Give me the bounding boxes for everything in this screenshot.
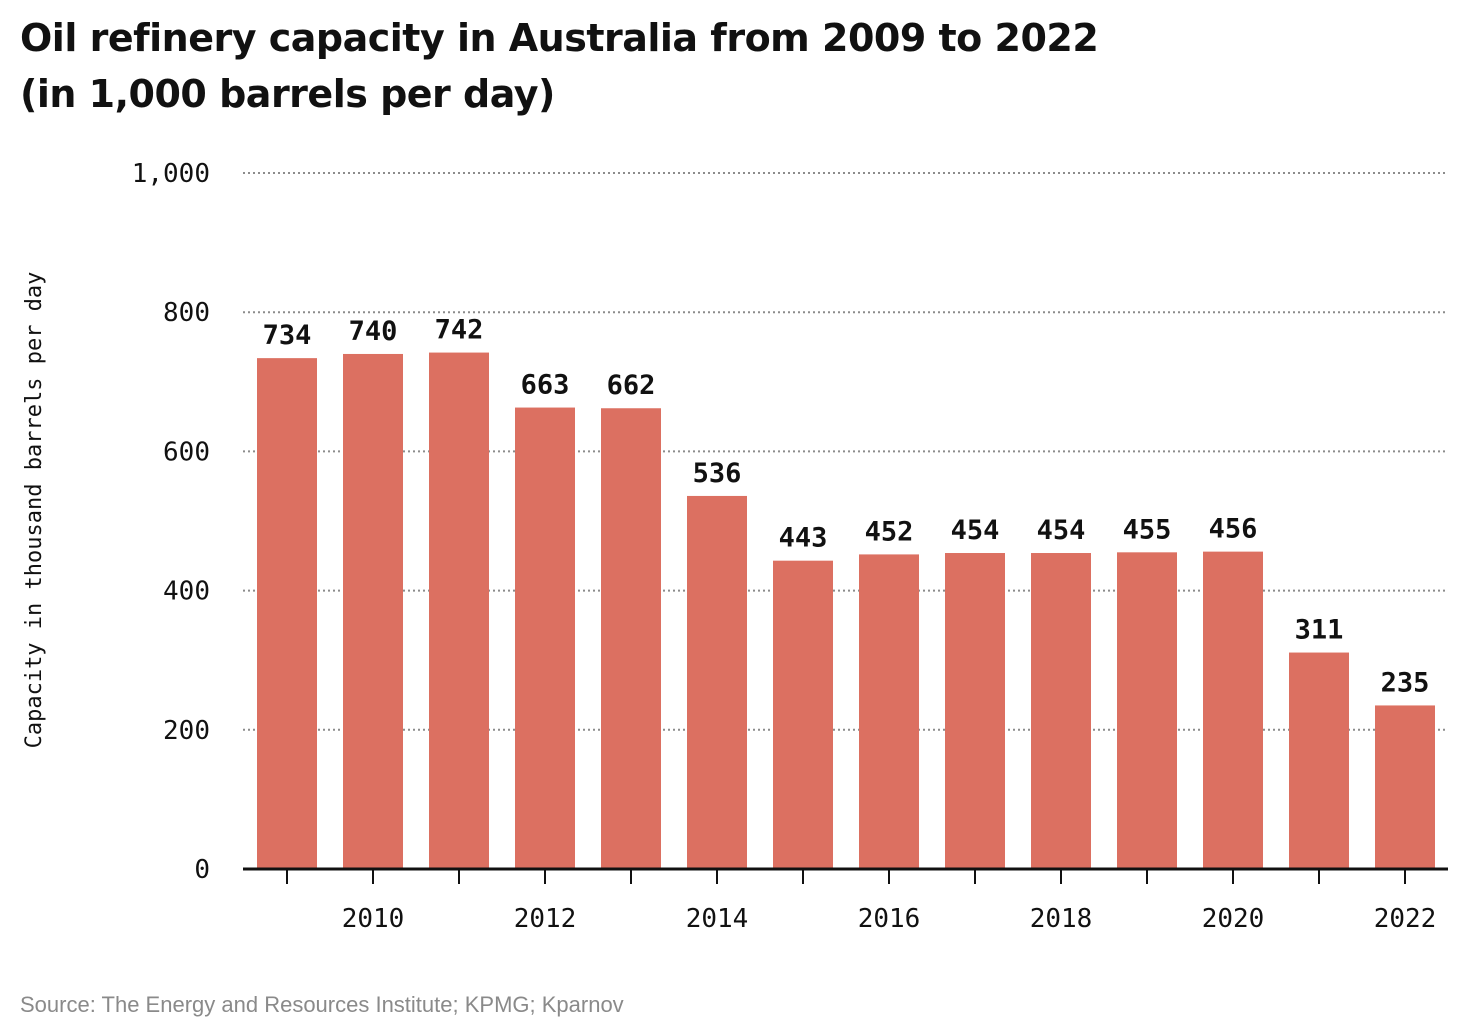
x-tick-label: 2010 xyxy=(342,904,405,934)
bar xyxy=(859,554,919,869)
bars xyxy=(257,352,1435,870)
x-tick-label: 2012 xyxy=(514,904,577,934)
data-label: 662 xyxy=(607,370,656,401)
y-axis-ticks: 0 200 400 600 800 1,000 xyxy=(132,159,210,885)
bar xyxy=(257,358,317,869)
data-label: 456 xyxy=(1209,514,1258,545)
data-label: 311 xyxy=(1295,615,1344,646)
x-tick-label: 2014 xyxy=(686,904,749,934)
data-label: 663 xyxy=(521,370,570,401)
chart-title-line-2: (in 1,000 barrels per day) xyxy=(20,72,555,116)
bar xyxy=(945,553,1005,869)
bar xyxy=(515,407,575,869)
y-tick-label: 0 xyxy=(194,855,210,885)
data-label: 454 xyxy=(951,515,1000,546)
data-label: 455 xyxy=(1123,514,1172,545)
y-axis-label: Capacity in thousand barrels per day xyxy=(22,272,47,749)
bar xyxy=(1375,705,1435,869)
data-label: 452 xyxy=(865,516,914,547)
x-tick-label: 2022 xyxy=(1374,904,1437,934)
data-label: 734 xyxy=(263,320,312,351)
bar xyxy=(1031,553,1091,869)
x-tick-label: 2016 xyxy=(858,904,921,934)
y-tick-label: 200 xyxy=(163,716,210,746)
data-label: 454 xyxy=(1037,515,1086,546)
bar xyxy=(773,560,833,869)
data-label: 740 xyxy=(349,316,398,347)
bar xyxy=(1117,552,1177,869)
data-label: 443 xyxy=(779,523,828,554)
data-label: 235 xyxy=(1381,667,1430,698)
bar xyxy=(687,495,747,869)
bar xyxy=(429,352,489,869)
data-label: 742 xyxy=(435,315,484,346)
y-tick-label: 400 xyxy=(163,577,210,607)
bar xyxy=(1289,652,1349,869)
data-labels: 734 740 742 663 662 536 443 452 454 454 455 456 311 2… xyxy=(263,315,1430,699)
x-axis: 2010 2012 2014 2016 2018 2020 2022 xyxy=(243,867,1448,934)
y-tick-label: 600 xyxy=(163,437,210,467)
gridlines xyxy=(243,172,1448,731)
source-note: Source: The Energy and Resources Institu… xyxy=(20,992,624,1017)
bar xyxy=(343,353,403,870)
chart-title-line-1: Oil refinery capacity in Australia from … xyxy=(20,16,1099,60)
y-tick-label: 1,000 xyxy=(132,159,210,189)
data-label: 536 xyxy=(693,458,742,489)
bar xyxy=(1203,551,1263,869)
chart-title: Oil refinery capacity in Australia from … xyxy=(20,10,1440,122)
x-tick-label: 2018 xyxy=(1030,904,1093,934)
bar xyxy=(601,408,661,869)
x-tick-label: 2020 xyxy=(1202,904,1265,934)
y-tick-label: 800 xyxy=(163,298,210,328)
